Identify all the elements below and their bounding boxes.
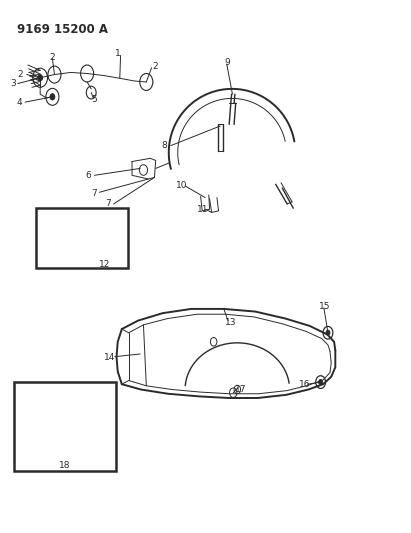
Circle shape — [38, 75, 43, 81]
Text: 7: 7 — [106, 199, 111, 208]
Circle shape — [50, 94, 55, 100]
Text: 10: 10 — [176, 181, 187, 190]
Text: 3: 3 — [10, 79, 16, 88]
Text: 17: 17 — [235, 385, 246, 394]
Circle shape — [79, 244, 85, 252]
Text: 7: 7 — [91, 189, 97, 198]
Circle shape — [67, 413, 72, 419]
Text: 12: 12 — [99, 260, 111, 269]
Text: 14: 14 — [104, 353, 115, 362]
Bar — [14, 382, 115, 471]
Text: 6: 6 — [85, 171, 91, 180]
Text: 4: 4 — [17, 98, 23, 107]
Text: 9: 9 — [224, 58, 230, 67]
Text: 1: 1 — [115, 49, 121, 58]
Text: 11: 11 — [196, 205, 208, 214]
Text: 8: 8 — [162, 141, 167, 150]
Text: 13: 13 — [225, 318, 237, 327]
Text: 2: 2 — [17, 70, 23, 79]
Text: 15: 15 — [319, 302, 330, 311]
Text: 2: 2 — [50, 53, 55, 62]
Circle shape — [319, 379, 323, 385]
Text: 2: 2 — [152, 62, 158, 70]
Text: 5: 5 — [91, 95, 97, 104]
Circle shape — [326, 330, 330, 335]
Bar — [36, 208, 128, 268]
Text: 16: 16 — [298, 379, 310, 389]
Text: 9169 15200 A: 9169 15200 A — [17, 22, 108, 36]
Text: 18: 18 — [58, 461, 70, 470]
